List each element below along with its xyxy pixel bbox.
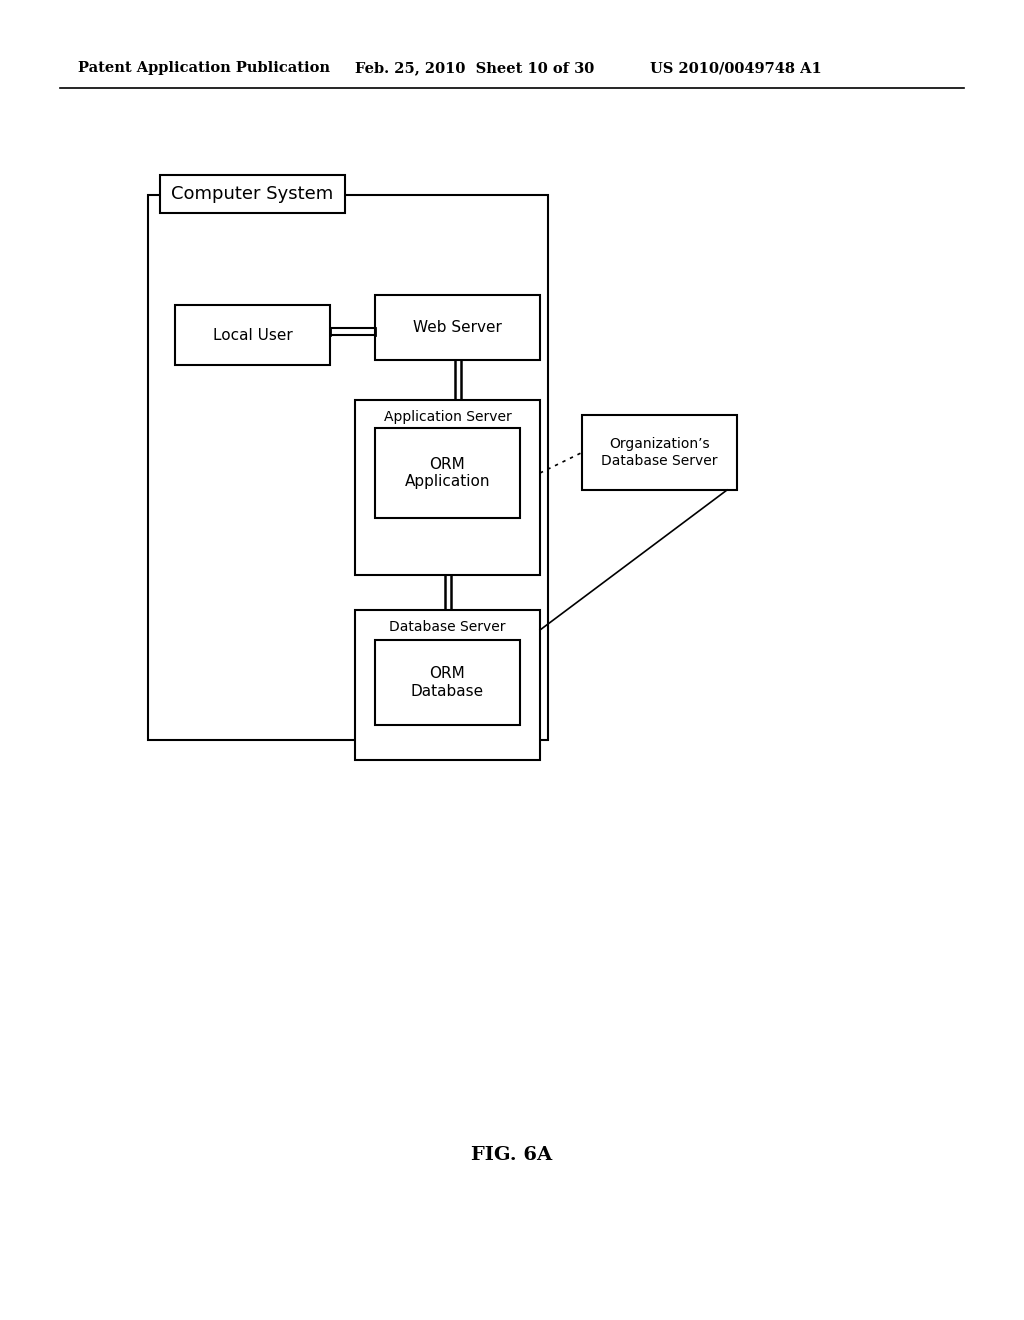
Bar [375, 294, 540, 360]
Text: Database Server: Database Server [389, 620, 506, 634]
Bar [582, 414, 737, 490]
Text: Web Server: Web Server [413, 319, 502, 335]
Text: FIG. 6A: FIG. 6A [471, 1146, 553, 1164]
Bar [375, 428, 520, 517]
Text: US 2010/0049748 A1: US 2010/0049748 A1 [650, 61, 821, 75]
Bar [355, 610, 540, 760]
Text: Local User: Local User [213, 327, 293, 342]
Text: Patent Application Publication: Patent Application Publication [78, 61, 330, 75]
Text: Application Server: Application Server [384, 411, 511, 424]
Bar [175, 305, 330, 366]
Text: ORM
Database: ORM Database [411, 667, 484, 698]
Text: Computer System: Computer System [171, 185, 334, 203]
Bar [160, 176, 345, 213]
Text: Organization’s
Database Server: Organization’s Database Server [601, 437, 718, 467]
Bar [148, 195, 548, 741]
Text: ORM
Application: ORM Application [404, 457, 490, 490]
Text: Feb. 25, 2010  Sheet 10 of 30: Feb. 25, 2010 Sheet 10 of 30 [355, 61, 594, 75]
Bar [355, 400, 540, 576]
Bar [375, 640, 520, 725]
